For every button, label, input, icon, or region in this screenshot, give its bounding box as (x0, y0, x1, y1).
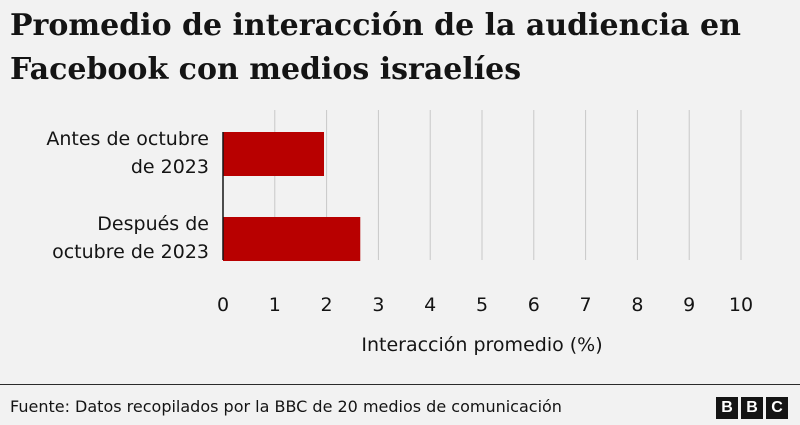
category-labels: Antes de octubre de 2023 Después de octubre… (46, 128, 209, 263)
gridlines (274, 110, 742, 260)
bar-chart: Antes de octubre de 2023 Después de octubre… (46, 110, 753, 356)
x-tick-label: 5 (476, 294, 488, 316)
footer-divider (0, 384, 800, 385)
x-tick-labels: 0 1 2 3 4 5 6 7 8 9 10 (217, 294, 753, 316)
x-tick-label: 10 (729, 294, 753, 316)
x-tick-label: 4 (424, 294, 436, 316)
bar (223, 217, 361, 261)
x-tick-label: 0 (217, 294, 229, 316)
x-tick-label: 1 (269, 294, 281, 316)
bars (223, 132, 361, 261)
x-tick-label: 8 (631, 294, 643, 316)
category-label: Antes de octubre de 2023 (46, 128, 209, 178)
x-axis-label: Interacción promedio (%) (361, 334, 602, 356)
x-tick-label: 2 (321, 294, 333, 316)
x-tick-label: 9 (683, 294, 695, 316)
chart-title: Promedio de interacción de la audiencia … (10, 8, 741, 87)
bbc-logo: B B C (716, 397, 788, 419)
x-tick-label: 6 (528, 294, 540, 316)
bbc-logo-letter: B (741, 397, 763, 419)
x-tick-label: 7 (580, 294, 592, 316)
bbc-logo-letter: B (716, 397, 738, 419)
category-label: Después de octubre de 2023 (52, 213, 209, 263)
source-note: Fuente: Datos recopilados por la BBC de … (10, 397, 562, 416)
x-tick-label: 3 (372, 294, 384, 316)
bbc-logo-letter: C (766, 397, 788, 419)
bar (223, 132, 325, 176)
